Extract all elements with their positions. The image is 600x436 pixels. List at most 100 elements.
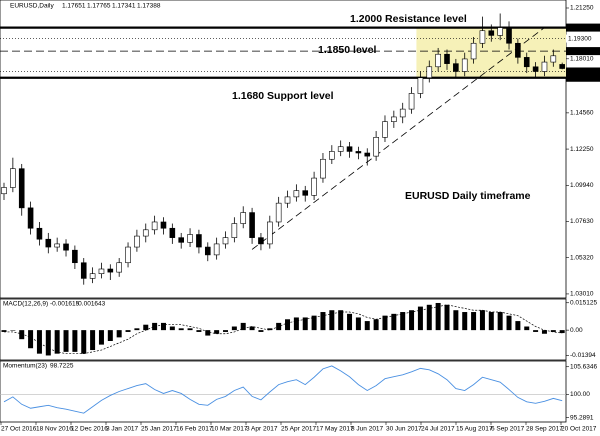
candle-body: [293, 190, 300, 198]
y-tick-label: 1.07630: [570, 218, 594, 225]
macd-bar: [169, 326, 175, 331]
x-tick-label: 18 Nov 2016: [36, 426, 73, 433]
macd-bar: [223, 330, 228, 332]
x-tick-label: 10 Mar 2017: [211, 426, 248, 433]
level-box: [566, 23, 600, 32]
candle-body: [515, 42, 521, 58]
candle-body: [178, 237, 184, 243]
candle-body: [63, 243, 69, 251]
candle-body: [89, 273, 96, 279]
y-tick-label: 95.2891: [570, 414, 594, 421]
candle-body: [169, 227, 176, 238]
macd-bar: [311, 315, 317, 331]
x-tick-label: 3 Apr 2017: [246, 426, 278, 433]
macd-bar: [444, 304, 450, 331]
macd-bar: [98, 330, 104, 345]
macd-bar: [28, 330, 34, 349]
candle-body: [461, 58, 468, 72]
x-tick-label: 24 Jul 2017: [421, 426, 455, 433]
chart-title: EURUSD,Daily: [10, 3, 54, 10]
macd-bar: [19, 330, 25, 340]
macd-bar: [293, 317, 299, 331]
macd-bar: [364, 321, 370, 331]
macd-bar: [515, 321, 521, 331]
candle-body: [444, 53, 450, 64]
candle-body: [240, 212, 247, 224]
candle-body: [98, 268, 105, 275]
y-tick-label: 1.14560: [570, 110, 594, 117]
x-tick-label: 25 Apr 2017: [281, 426, 316, 433]
macd-bar: [373, 319, 379, 331]
macd-bar: [409, 310, 415, 331]
y-tick-label: 0.00: [570, 327, 583, 334]
candle-body: [151, 221, 158, 231]
panel-title: Momentum(23): [3, 363, 47, 370]
level-box: [566, 73, 600, 82]
level-label: 1.19300: [568, 35, 592, 42]
ohlc-readout: 1.17765: [87, 3, 111, 10]
level-box: [566, 34, 600, 43]
level-label: 1.16800: [568, 74, 592, 81]
signal-readout: -0.001643: [76, 301, 106, 308]
macd-bar: [541, 330, 547, 334]
macd-bar: [54, 330, 60, 354]
candle-body: [550, 55, 557, 63]
macd-bar: [240, 322, 246, 331]
macd-bar: [329, 310, 335, 331]
macd-bar: [533, 330, 539, 332]
momentum-line: [3, 365, 563, 414]
y-tick-label: 100.00: [570, 391, 590, 398]
macd-bar: [479, 310, 485, 331]
macd-bar: [10, 330, 16, 331]
macd-panel: [0, 298, 567, 361]
x-tick-label: 8 Jun 2017: [351, 426, 384, 433]
macd-bar: [391, 313, 397, 331]
macd-bar: [81, 330, 87, 354]
annotation: 1.1850 level: [318, 44, 376, 56]
macd-bar: [116, 330, 122, 338]
candle-body: [45, 238, 52, 248]
candle-body: [320, 158, 326, 179]
macd-bar: [143, 324, 149, 331]
x-tick-label: 30 Jun 2017: [386, 426, 422, 433]
candle-body: [497, 27, 503, 36]
candle-body: [10, 168, 16, 188]
candle-body: [426, 66, 433, 79]
ohlc-readout: 1.17388: [137, 3, 161, 10]
macd-bar: [178, 328, 184, 331]
macd-bar: [63, 330, 69, 352]
y-tick-label: 1.18010: [570, 56, 594, 63]
candle-body: [329, 151, 335, 160]
macd-bar: [347, 313, 353, 331]
macd-bar: [285, 319, 291, 331]
macd-bar: [231, 326, 237, 331]
candle-body: [391, 116, 397, 122]
momentum-panel: [0, 360, 567, 423]
macd-bar: [506, 315, 512, 331]
momentum-readout: 98.7225: [50, 363, 74, 370]
candle-body: [355, 151, 362, 154]
macd-bar: [471, 312, 477, 331]
macd-bar: [72, 330, 78, 352]
candle-body: [72, 249, 78, 264]
macd-bar: [355, 317, 361, 331]
macd-bar: [187, 328, 193, 331]
candle-body: [1, 187, 7, 195]
candle-body: [532, 66, 539, 72]
candle-body: [479, 30, 486, 44]
candle-body: [559, 64, 565, 69]
candle-body: [408, 93, 415, 110]
macd-bar: [462, 312, 468, 331]
candle-body: [346, 146, 353, 152]
candle-body: [142, 229, 149, 237]
level-label: 1.18500: [568, 48, 592, 55]
candle-body: [302, 190, 309, 196]
macd-bar: [488, 312, 494, 331]
macd-bar: [196, 330, 202, 332]
candle-body: [36, 227, 43, 240]
macd-bar: [382, 315, 388, 331]
macd-bar: [152, 322, 158, 331]
candle-body: [116, 262, 122, 273]
